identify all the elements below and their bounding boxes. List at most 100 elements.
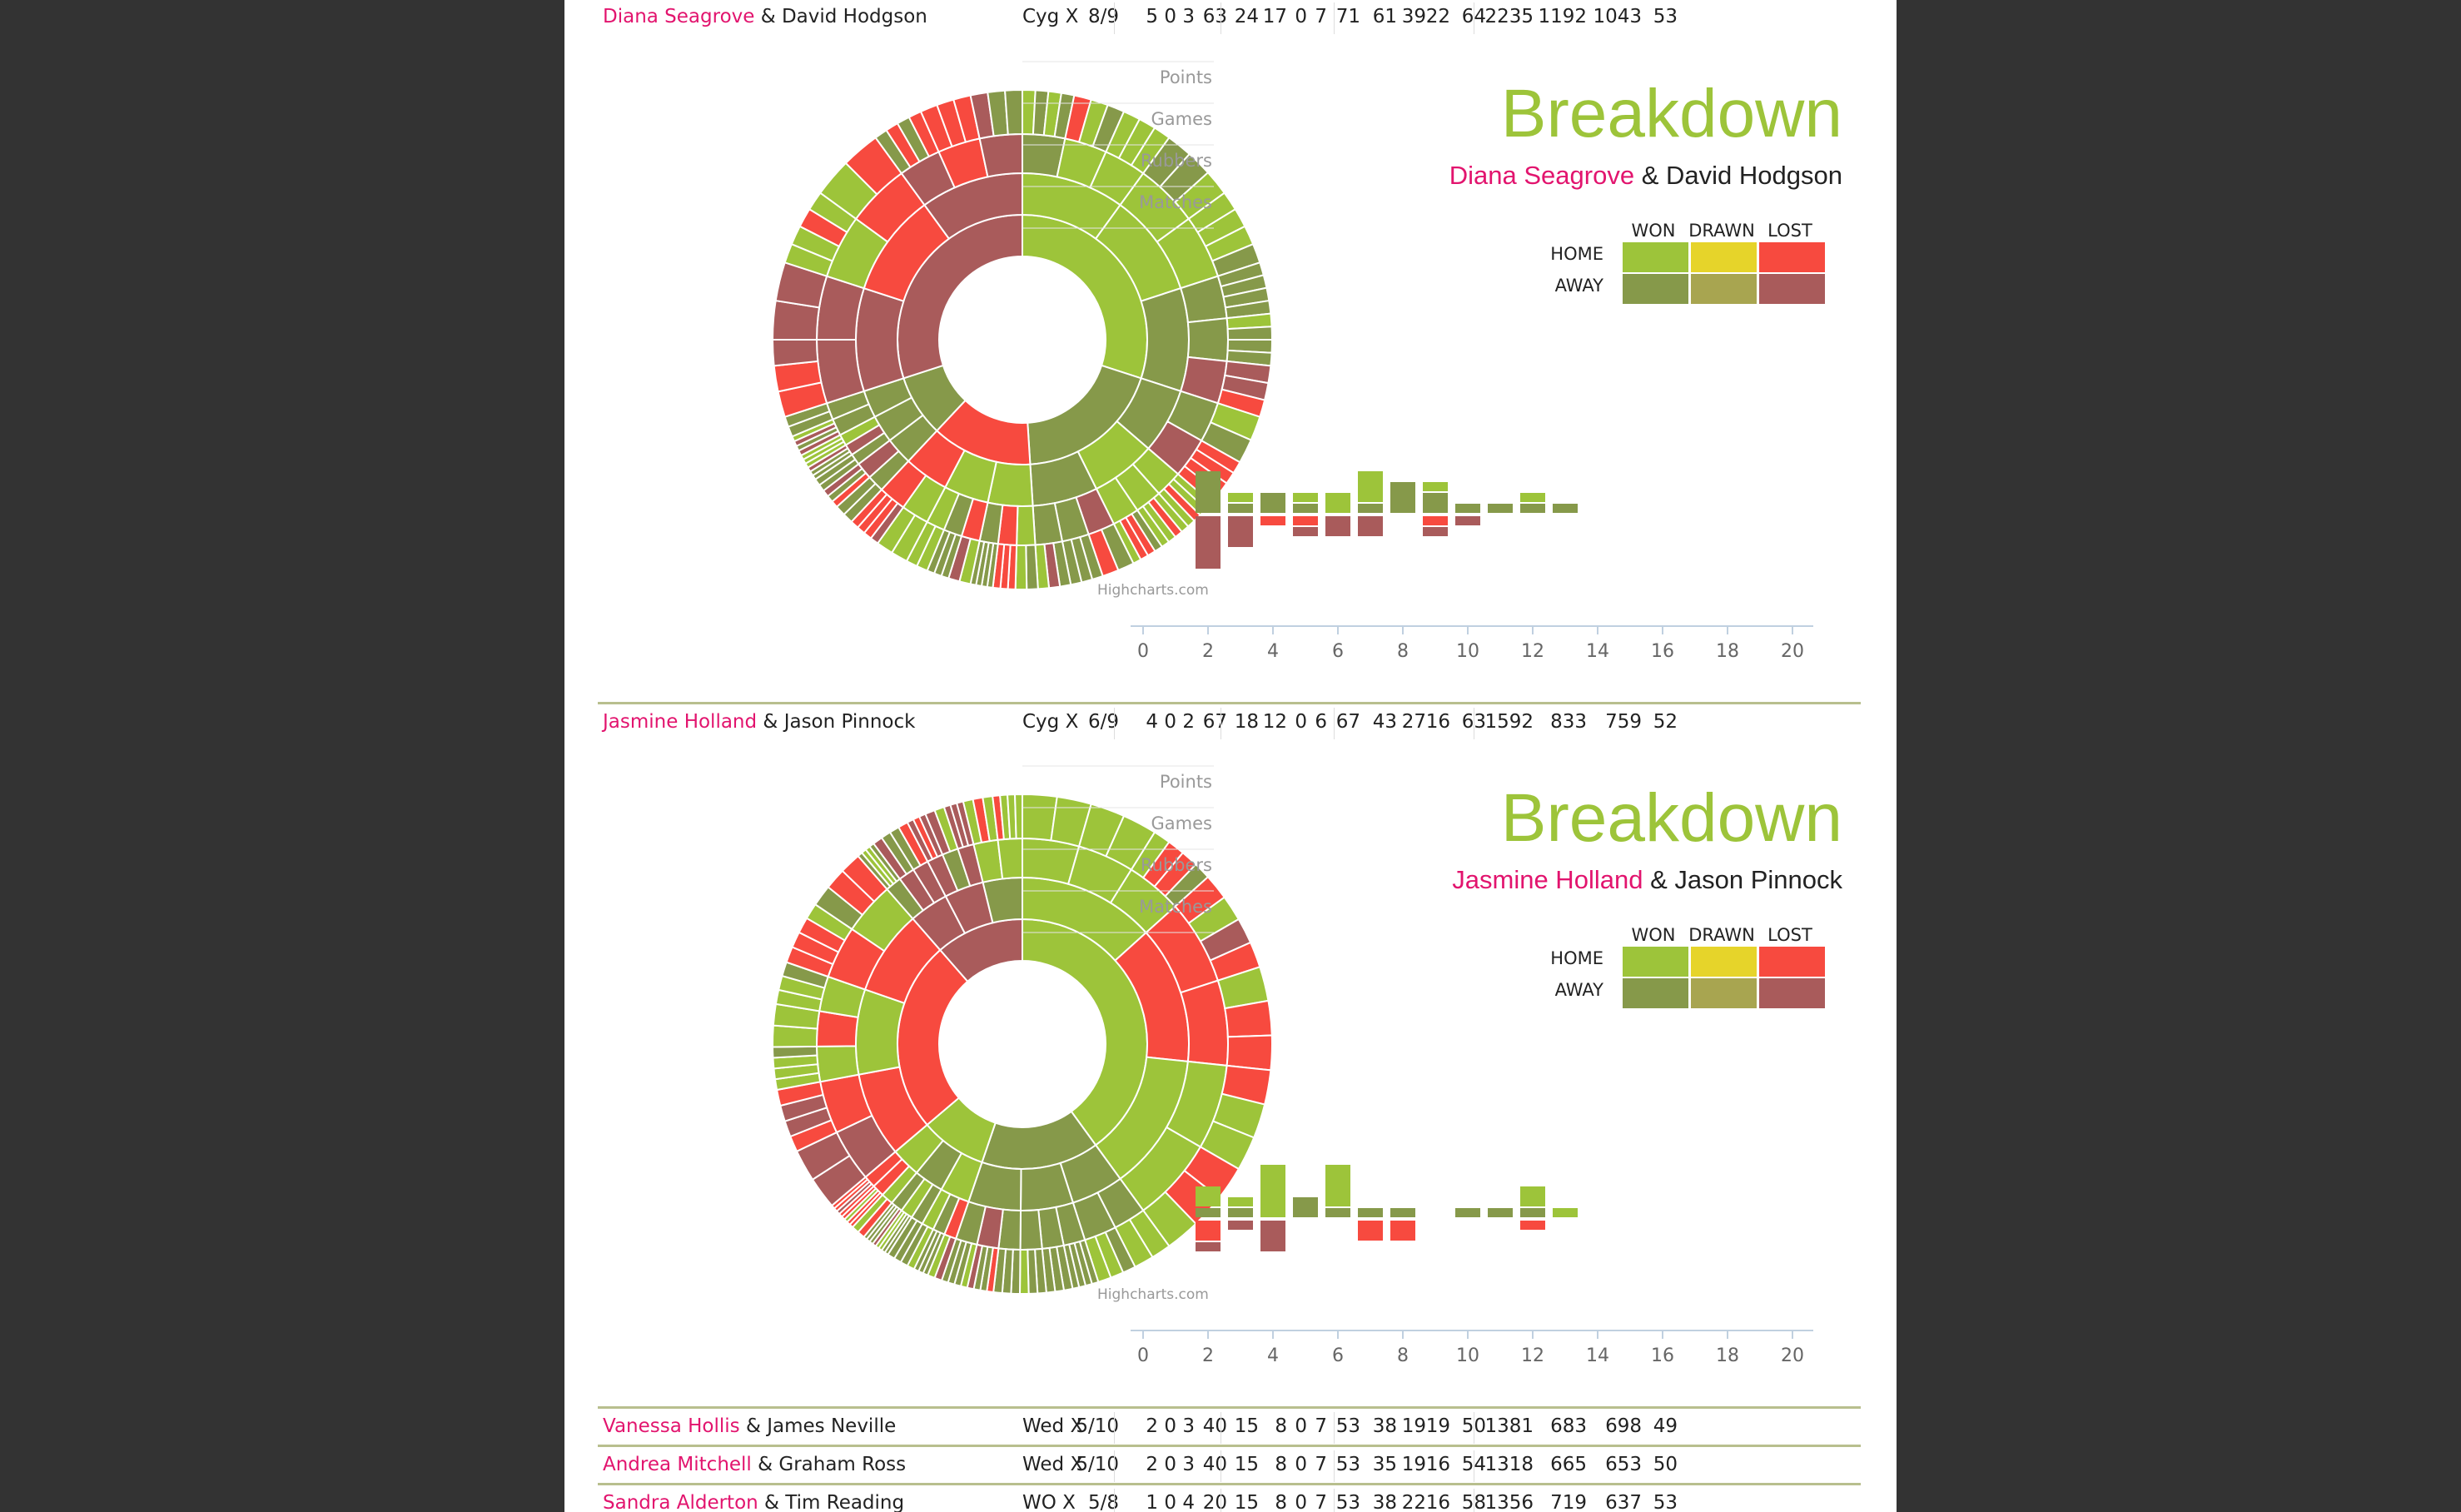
margin-bar[interactable] xyxy=(1293,504,1318,513)
margin-bar[interactable] xyxy=(1228,1197,1253,1206)
margin-bar[interactable] xyxy=(1358,471,1383,502)
margin-bar[interactable] xyxy=(1423,527,1448,536)
stat-value: 16 xyxy=(1425,1454,1450,1475)
stat-value: 67 xyxy=(1202,711,1227,733)
player-one-name[interactable]: Sandra Alderton xyxy=(603,1492,758,1512)
margin-bar[interactable] xyxy=(1260,1221,1285,1251)
margin-bar[interactable] xyxy=(1228,1208,1253,1217)
margin-bar[interactable] xyxy=(1325,1208,1350,1217)
sunburst-point-segment[interactable] xyxy=(1013,793,1023,840)
margin-bar[interactable] xyxy=(1455,1208,1480,1217)
margin-bar[interactable] xyxy=(1520,1186,1545,1206)
record-value: 5/8 xyxy=(1087,1492,1119,1512)
sunburst-game-segment[interactable] xyxy=(816,1045,860,1083)
legend-col-drawn: DRAWN xyxy=(1688,221,1755,241)
margin-bar[interactable] xyxy=(1260,516,1285,525)
stat-value: 0 xyxy=(1164,711,1176,733)
pair-row[interactable]: Diana Seagrove & David Hodgson Cyg X 8/9 5 0… xyxy=(598,0,1861,37)
x-tick-label: 16 xyxy=(1651,1345,1674,1366)
stat-value: 5 xyxy=(1146,6,1158,27)
stat-value: 8 xyxy=(1275,1492,1287,1512)
pair-row[interactable]: Andrea Mitchell & Graham Ross Wed X 5/10 2 0… xyxy=(598,1445,1861,1485)
margin-bar[interactable] xyxy=(1293,527,1318,536)
sunburst-game-segment[interactable] xyxy=(978,132,1023,178)
stat-value: 18 xyxy=(1234,711,1259,733)
margin-bar[interactable] xyxy=(1228,493,1253,502)
margin-bar[interactable] xyxy=(1260,1165,1285,1217)
pair-row[interactable]: Vanessa Hollis & James Neville Wed X 5/10 2… xyxy=(598,1406,1861,1447)
x-tick-label: 16 xyxy=(1651,641,1674,662)
legend-row-home: HOME xyxy=(1550,948,1603,968)
margin-bar[interactable] xyxy=(1358,516,1383,536)
sunburst-game-segment[interactable] xyxy=(997,837,1023,880)
ampersand: & xyxy=(1641,161,1659,190)
margin-bar[interactable] xyxy=(1553,1208,1578,1217)
margin-bar[interactable] xyxy=(1358,504,1383,513)
legend-col-won: WON xyxy=(1631,221,1676,241)
margin-bar[interactable] xyxy=(1488,504,1513,513)
sunburst-chart[interactable]: Points Games Rubbers Matches Highcharts.com xyxy=(598,50,1280,633)
highcharts-credit[interactable]: Highcharts.com xyxy=(1097,582,1209,599)
player-one-name[interactable]: Vanessa Hollis xyxy=(603,1415,740,1437)
sunburst-point-segment[interactable] xyxy=(1004,88,1023,136)
margin-bar[interactable] xyxy=(1455,516,1480,525)
sunburst-point-segment[interactable] xyxy=(1226,326,1274,341)
margin-bar[interactable] xyxy=(1228,1221,1253,1230)
margin-bar[interactable] xyxy=(1293,493,1318,502)
margin-bar[interactable] xyxy=(1423,482,1448,491)
sunburst-chart[interactable]: Points Games Rubbers Matches Highcharts.com xyxy=(598,754,1280,1337)
margin-bar[interactable] xyxy=(1390,482,1415,513)
sunburst-game-segment[interactable] xyxy=(1019,1208,1043,1251)
sunburst-rubber-segment[interactable] xyxy=(855,988,906,1076)
ring-label-rubbers: Rubbers xyxy=(1141,855,1212,875)
margin-bar[interactable] xyxy=(1325,1165,1350,1206)
margin-bar[interactable] xyxy=(1520,1208,1545,1217)
margin-bar[interactable] xyxy=(1196,1242,1221,1251)
margin-bar[interactable] xyxy=(1488,1208,1513,1217)
sunburst-point-segment[interactable] xyxy=(771,339,819,367)
margins-bar-chart[interactable]: 02468101214161820Winning / losing margin… xyxy=(1131,1054,1863,1370)
sunburst-game-segment[interactable] xyxy=(1016,505,1037,546)
player-two-name: Jason Pinnock xyxy=(783,711,916,733)
margin-bar[interactable] xyxy=(1553,504,1578,513)
margin-bar[interactable] xyxy=(1196,1208,1221,1217)
player-one-name[interactable]: Diana Seagrove xyxy=(603,6,755,27)
margin-bar[interactable] xyxy=(1228,504,1253,513)
margin-bar[interactable] xyxy=(1455,504,1480,513)
sunburst-point-segment[interactable] xyxy=(772,1045,818,1059)
sunburst-point-segment[interactable] xyxy=(1018,1248,1030,1295)
margin-bar[interactable] xyxy=(1390,1221,1415,1241)
margin-bar[interactable] xyxy=(1325,493,1350,513)
pair-name: Vanessa Hollis & James Neville xyxy=(603,1415,896,1437)
margin-bar[interactable] xyxy=(1358,1221,1383,1241)
margin-bar[interactable] xyxy=(1520,493,1545,502)
margin-bar[interactable] xyxy=(1423,493,1448,513)
margin-bar[interactable] xyxy=(1520,504,1545,513)
margin-bar[interactable] xyxy=(1260,493,1285,513)
margin-bar[interactable] xyxy=(1520,1221,1545,1230)
margin-bar[interactable] xyxy=(1196,471,1221,513)
margin-bar[interactable] xyxy=(1196,1186,1221,1206)
x-tick-label: 2 xyxy=(1202,1345,1214,1366)
pair-row[interactable]: Jasmine Holland & Jason Pinnock Cyg X 6/9 4… xyxy=(598,702,1861,743)
stat-value: 2 xyxy=(1146,1454,1158,1475)
margin-bar[interactable] xyxy=(1196,1221,1221,1241)
margin-bar[interactable] xyxy=(1358,1208,1383,1217)
margin-bar[interactable] xyxy=(1196,516,1221,569)
margin-bar[interactable] xyxy=(1325,516,1350,536)
player-one-name[interactable]: Andrea Mitchell xyxy=(603,1454,752,1475)
margins-bar-chart[interactable]: 02468101214161820Winning / losing margin… xyxy=(1131,350,1863,666)
highcharts-credit[interactable]: Highcharts.com xyxy=(1097,1286,1209,1303)
player-one-name[interactable]: Jasmine Holland xyxy=(603,711,758,733)
legend-col-lost: LOST xyxy=(1767,925,1812,945)
margin-bar[interactable] xyxy=(1293,516,1318,525)
margin-bar[interactable] xyxy=(1293,1197,1318,1217)
sunburst-rubber-segment[interactable] xyxy=(855,286,905,393)
margin-bar[interactable] xyxy=(1423,516,1448,525)
margin-bar[interactable] xyxy=(1390,1208,1415,1217)
margin-bar[interactable] xyxy=(1228,516,1253,547)
stat-value: 50 xyxy=(1653,1454,1678,1475)
pair-row[interactable]: Sandra Alderton & Tim Reading WO X 5/8 1 0 4 2… xyxy=(598,1483,1861,1512)
sunburst-point-segment[interactable] xyxy=(1025,544,1039,590)
stat-value: 20 xyxy=(1202,1492,1227,1512)
